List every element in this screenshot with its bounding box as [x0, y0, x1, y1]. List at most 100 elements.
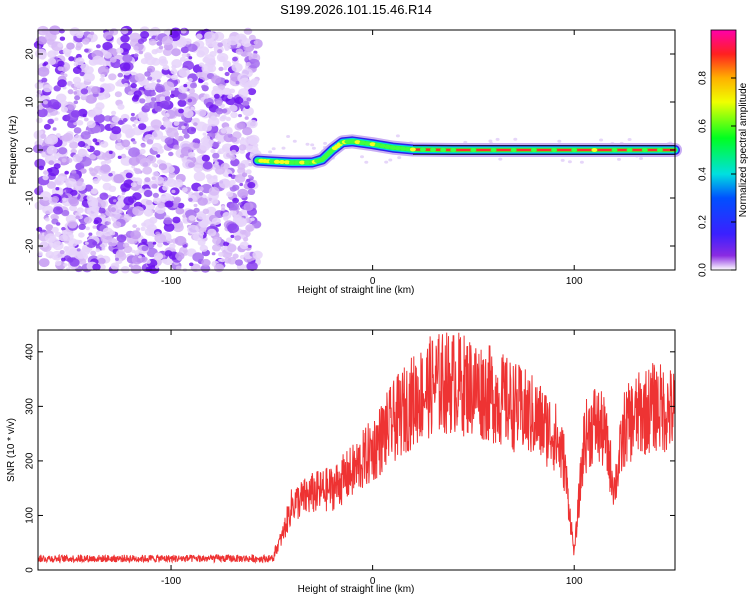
- noise-speckle: [58, 147, 68, 155]
- noise-speckle: [131, 177, 137, 182]
- noise-speckle: [145, 56, 156, 66]
- noise-speckle: [131, 165, 136, 169]
- noise-speckle: [63, 132, 73, 142]
- noise-speckle: [75, 42, 83, 49]
- noise-speckle: [122, 118, 128, 122]
- noise-speckle: [59, 250, 65, 255]
- noise-speckle: [133, 45, 139, 51]
- noise-speckle: [140, 226, 146, 231]
- noise-speckle: [236, 122, 246, 130]
- colorbar: 0.0 0.2 0.4 0.6 0.8 Normalized spectral ampl…: [698, 29, 749, 277]
- noise-speckle: [80, 156, 92, 167]
- noise-speckle: [43, 123, 51, 130]
- noise-speckle: [170, 68, 178, 75]
- noise-speckle: [252, 250, 263, 260]
- noise-speckle: [151, 49, 158, 55]
- noise-speckle: [36, 226, 43, 232]
- noise-speckle: [76, 251, 87, 259]
- noise-speckle: [122, 242, 130, 248]
- noise-speckle: [139, 157, 151, 168]
- noise-speckle: [92, 178, 100, 185]
- noise-speckle: [36, 90, 42, 95]
- signal-trace-blob: [530, 148, 537, 152]
- noise-speckle: [238, 202, 242, 206]
- spectrogram-x-tick-label: 0: [370, 276, 376, 287]
- noise-speckle: [173, 179, 184, 188]
- noise-speckle: [153, 252, 164, 261]
- noise-speckle: [117, 103, 125, 110]
- noise-speckle: [74, 239, 81, 245]
- noise-speckle: [230, 149, 237, 155]
- noise-speckle: [40, 240, 49, 248]
- spectrogram-y-tick-label: -10: [25, 190, 36, 205]
- signal-trace-blob: [374, 143, 381, 148]
- noise-speckle: [203, 54, 216, 64]
- noise-speckle: [115, 241, 126, 250]
- noise-speckle: [207, 64, 217, 73]
- noise-speckle: [67, 89, 74, 95]
- noise-speckle: [247, 244, 252, 248]
- noise-speckle: [57, 42, 63, 48]
- noise-speckle: [146, 259, 151, 264]
- noise-speckle: [61, 176, 67, 182]
- noise-speckle: [227, 244, 237, 253]
- noise-speckle: [87, 197, 99, 207]
- noise-speckle: [84, 184, 93, 192]
- signal-trace-blob: [299, 160, 306, 165]
- signal-trace-blob: [289, 160, 295, 165]
- noise-speckle: [95, 248, 101, 253]
- noise-speckle: [156, 154, 161, 158]
- noise-speckle: [199, 220, 208, 228]
- spectrogram-y-tick-label: -20: [25, 238, 36, 253]
- noise-speckle: [62, 86, 67, 90]
- spectrogram-y-tick-label: 20: [25, 48, 36, 60]
- noise-speckle: [177, 93, 186, 100]
- noise-speckle: [182, 214, 187, 218]
- noise-speckle: [237, 188, 249, 199]
- noise-speckle: [229, 202, 239, 211]
- noise-speckle: [74, 95, 81, 101]
- noise-speckle: [161, 258, 168, 264]
- noise-speckle: [123, 196, 135, 206]
- noise-speckle: [639, 157, 643, 160]
- noise-speckle: [134, 73, 145, 82]
- noise-speckle: [151, 183, 158, 189]
- noise-speckle: [68, 56, 75, 62]
- noise-speckle: [121, 139, 131, 148]
- noise-speckle: [183, 83, 188, 88]
- noise-speckle: [206, 206, 217, 216]
- noise-speckle: [579, 160, 584, 164]
- noise-speckle: [137, 180, 143, 186]
- noise-speckle: [211, 75, 222, 84]
- noise-speckle: [239, 182, 244, 187]
- noise-speckle: [82, 38, 90, 45]
- signal-trace-blob: [430, 147, 437, 152]
- noise-speckle: [200, 137, 209, 145]
- noise-speckle: [187, 162, 195, 168]
- noise-speckle: [47, 118, 54, 125]
- noise-speckle: [66, 257, 74, 263]
- spectrogram-x-tick-label: 100: [566, 276, 583, 287]
- noise-speckle: [114, 263, 120, 267]
- noise-speckle: [99, 192, 109, 200]
- noise-speckle: [159, 100, 170, 109]
- noise-speckle: [156, 148, 164, 154]
- noise-speckle: [166, 127, 179, 138]
- noise-speckle: [229, 179, 236, 185]
- noise-speckle: [228, 173, 233, 177]
- noise-speckle: [138, 188, 145, 194]
- noise-speckle: [73, 134, 83, 142]
- noise-speckle: [200, 264, 211, 273]
- noise-speckle: [212, 236, 222, 245]
- noise-speckle: [75, 180, 83, 187]
- noise-speckle: [234, 174, 246, 184]
- signal-trace-blob: [268, 159, 275, 164]
- noise-speckle: [159, 58, 169, 67]
- noise-speckle: [213, 31, 225, 42]
- signal-trace-blob: [551, 148, 558, 152]
- noise-speckle: [61, 209, 70, 217]
- noise-speckle: [152, 192, 159, 198]
- noise-speckle: [48, 208, 55, 213]
